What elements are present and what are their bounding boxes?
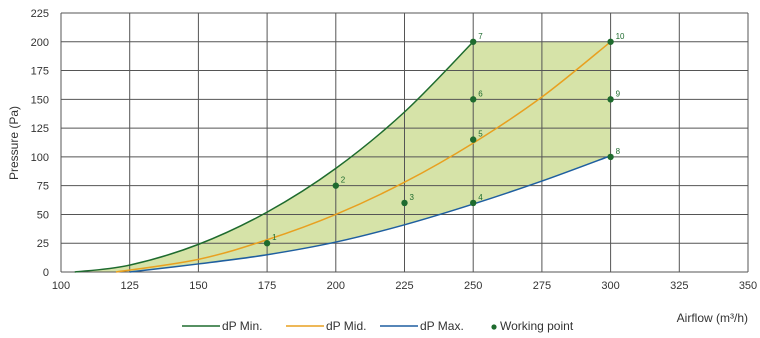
working-point-label: 6 — [478, 89, 483, 98]
legend-label: dP Max. — [420, 319, 464, 333]
tick-labels: 100 125 150 175 200 225 250 275 300 325 3500255075… — [31, 8, 758, 292]
working-point-marker — [332, 182, 339, 189]
working-point-marker — [470, 38, 477, 45]
x-tick-label: 125 — [121, 280, 139, 292]
legend-label: dP Min. — [222, 319, 262, 333]
working-point-label: 3 — [410, 193, 415, 202]
y-tick-label: 125 — [31, 123, 49, 135]
working-point-marker — [401, 199, 408, 207]
y-tick-label: 175 — [31, 66, 49, 78]
legend-label: dP Mid. — [326, 319, 366, 333]
legend-swatch — [491, 324, 497, 330]
working-point-label: 10 — [616, 32, 625, 41]
series-lines — [74, 41, 612, 273]
working-point-marker — [470, 199, 477, 207]
working-point-label: 8 — [616, 147, 621, 156]
working-point-label: 1 — [272, 233, 277, 242]
working-point-marker — [607, 153, 614, 161]
legend-label: Working point — [500, 319, 574, 333]
series-line — [74, 41, 474, 273]
y-tick-label: 225 — [31, 8, 49, 20]
working-point-marker — [470, 96, 477, 103]
x-axis-title: Airflow (m³/h) — [677, 311, 748, 325]
x-tick-label: 225 — [395, 280, 413, 292]
legend: dP Min. dP Mid. dP Max. Working point — [182, 319, 574, 333]
x-tick-label: 250 — [464, 280, 482, 292]
x-tick-label: 350 — [739, 280, 757, 292]
x-tick-label: 100 — [52, 280, 70, 292]
working-point-marker — [263, 240, 271, 247]
x-tick-label: 200 — [327, 280, 345, 292]
y-tick-label: 75 — [37, 181, 49, 193]
working-point-label: 5 — [478, 130, 483, 139]
working-point-marker — [470, 136, 477, 143]
working-point-label: 4 — [478, 193, 483, 202]
working-point-marker — [607, 96, 614, 103]
y-tick-label: 200 — [31, 37, 49, 49]
y-axis-title: Pressure (Pa) — [7, 106, 21, 180]
y-tick-label: 100 — [31, 152, 49, 164]
x-tick-label: 175 — [258, 280, 276, 292]
working-point-marker — [607, 38, 614, 45]
x-tick-label: 150 — [189, 280, 207, 292]
x-tick-label: 300 — [601, 280, 619, 292]
x-tick-label: 275 — [533, 280, 551, 292]
series-line — [115, 41, 612, 273]
working-point-label: 7 — [478, 32, 483, 41]
y-tick-label: 50 — [37, 209, 49, 221]
x-tick-label: 325 — [670, 280, 688, 292]
y-tick-label: 25 — [37, 238, 49, 250]
working-point-label: 2 — [341, 176, 346, 185]
working-points: 1 2 3 4 5 6 7 8 9 10 — [263, 32, 625, 247]
y-tick-label: 0 — [43, 267, 49, 279]
series-line — [129, 155, 611, 273]
y-tick-label: 150 — [31, 94, 49, 106]
grid — [60, 12, 749, 273]
working-point-label: 9 — [616, 89, 621, 98]
